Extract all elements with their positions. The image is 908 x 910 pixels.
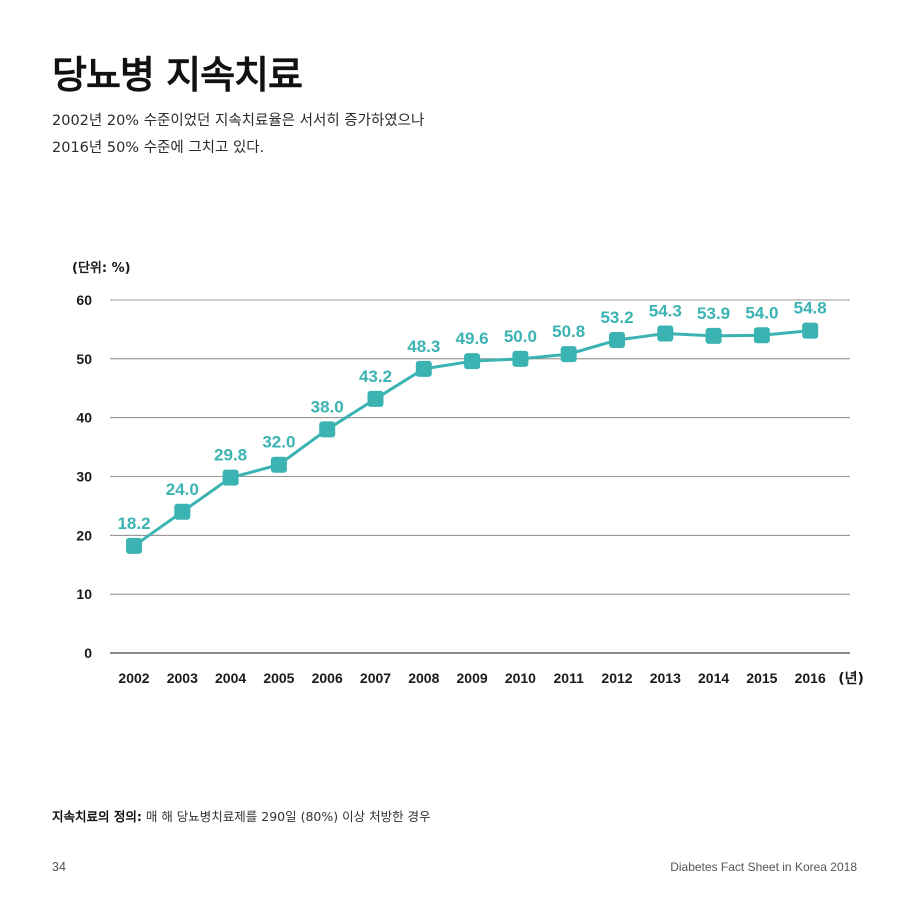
subtitle-line: 2002년 20% 수준이었던 지속치료율은 서서히 증가하였으나 bbox=[52, 113, 425, 129]
x-tick-label: 2003 bbox=[167, 670, 198, 686]
data-point bbox=[464, 353, 481, 370]
x-tick-label: 2009 bbox=[457, 670, 488, 686]
footnote-text: 매 해 당뇨병치료제를 290일 (80%) 이상 처방한 경우 bbox=[145, 809, 431, 824]
x-unit-label: (년) bbox=[838, 671, 864, 687]
footnote-label: 지속치료의 정의: bbox=[52, 809, 142, 824]
data-label: 24.0 bbox=[166, 480, 199, 499]
y-tick-label: 10 bbox=[76, 586, 92, 602]
data-point bbox=[705, 327, 722, 344]
footnote: 지속치료의 정의: 매 해 당뇨병치료제를 290일 (80%) 이상 처방한 … bbox=[52, 806, 431, 825]
data-label: 32.0 bbox=[262, 433, 295, 452]
x-tick-label: 2004 bbox=[215, 670, 246, 686]
data-point bbox=[657, 325, 674, 342]
y-tick-label: 20 bbox=[76, 527, 92, 543]
x-tick-label: 2013 bbox=[650, 670, 681, 686]
data-point bbox=[802, 322, 819, 339]
x-tick-label: 2002 bbox=[118, 670, 149, 686]
y-tick-label: 50 bbox=[76, 351, 92, 367]
data-label: 43.2 bbox=[359, 367, 392, 386]
data-point bbox=[174, 503, 191, 520]
y-tick-label: 60 bbox=[76, 292, 92, 308]
data-label: 50.0 bbox=[504, 327, 537, 346]
data-label: 38.0 bbox=[311, 397, 344, 416]
y-tick-label: 0 bbox=[84, 645, 92, 661]
data-label: 53.9 bbox=[697, 304, 730, 323]
page-subtitle: 2002년 20% 수준이었던 지속치료율은 서서히 증가하였으나 2016년 … bbox=[52, 108, 424, 162]
data-label: 54.8 bbox=[794, 299, 827, 318]
y-tick-label: 30 bbox=[76, 469, 92, 485]
x-tick-label: 2012 bbox=[601, 670, 632, 686]
data-point bbox=[609, 332, 625, 349]
x-tick-label: 2006 bbox=[312, 670, 343, 686]
x-tick-label: 2011 bbox=[554, 670, 585, 686]
x-tick-label: 2010 bbox=[505, 670, 536, 686]
x-tick-label: 2008 bbox=[408, 670, 439, 686]
x-tick-label: 2005 bbox=[263, 670, 294, 686]
x-tick-label: 2007 bbox=[360, 670, 391, 686]
data-point bbox=[512, 350, 529, 367]
x-tick-label: 2016 bbox=[795, 670, 826, 686]
footer-title: Diabetes Fact Sheet in Korea 2018 bbox=[670, 860, 857, 874]
data-label: 53.2 bbox=[600, 308, 633, 327]
x-tick-label: 2015 bbox=[746, 670, 777, 686]
page-number: 34 bbox=[52, 860, 66, 874]
data-point bbox=[222, 469, 239, 486]
data-label: 48.3 bbox=[407, 337, 440, 356]
data-label: 54.0 bbox=[745, 303, 778, 322]
data-point bbox=[319, 421, 336, 438]
data-point bbox=[560, 346, 577, 363]
x-tick-label: 2014 bbox=[698, 670, 729, 686]
data-point bbox=[126, 537, 142, 554]
data-point bbox=[270, 456, 287, 473]
data-label: 18.2 bbox=[117, 514, 150, 533]
y-tick-label: 40 bbox=[76, 410, 92, 426]
data-point bbox=[367, 390, 384, 407]
page-title: 당뇨병 지속치료 bbox=[52, 53, 303, 97]
data-label: 49.6 bbox=[456, 329, 489, 348]
subtitle-line: 2016년 50% 수준에 그치고 있다. bbox=[52, 140, 265, 156]
data-label: 54.3 bbox=[649, 302, 682, 321]
data-label: 29.8 bbox=[214, 446, 247, 465]
y-unit-label: (단위: %) bbox=[72, 260, 131, 276]
data-point bbox=[415, 360, 432, 377]
data-point bbox=[753, 327, 770, 344]
data-label: 50.8 bbox=[552, 322, 585, 341]
